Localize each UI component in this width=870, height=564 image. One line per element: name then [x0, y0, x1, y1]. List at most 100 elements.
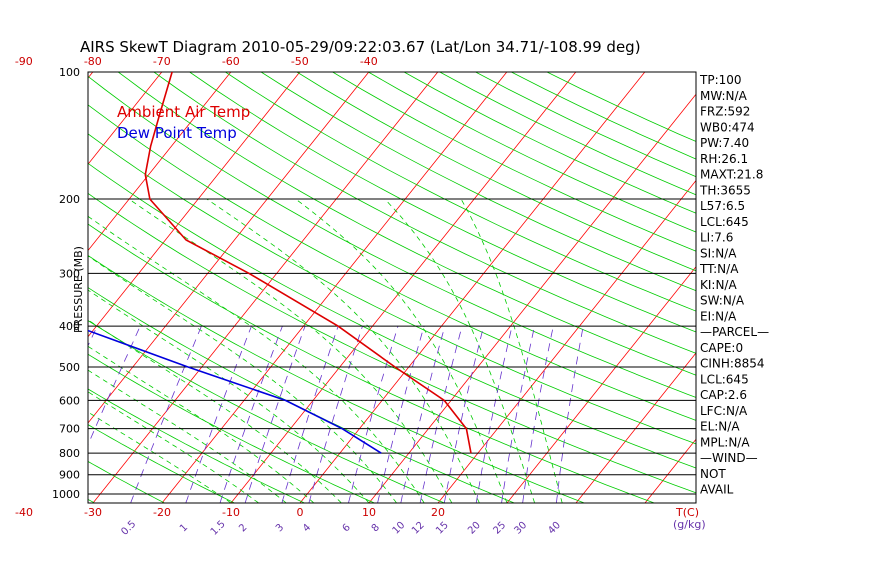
- isotherm-line: [231, 72, 576, 503]
- top-temp-tick-label: -90: [15, 55, 33, 68]
- bottom-temp-tick-label: -10: [222, 506, 240, 519]
- stat-line: TH:3655: [699, 183, 751, 197]
- mixing-ratio-line: [476, 326, 512, 503]
- mixing-ratio-tick-label: 0.5: [119, 519, 138, 538]
- mixing-ratio-tick-label: 6: [341, 522, 353, 534]
- mixing-ratio-tick-label: 8: [370, 522, 382, 534]
- mixing-ratio-tick-label: 30: [512, 520, 529, 537]
- stat-line: PW:7.40: [700, 136, 749, 150]
- stat-line: CINH:8854: [700, 357, 765, 371]
- stat-line: MW:N/A: [700, 89, 748, 103]
- pressure-tick-label: 400: [59, 320, 80, 333]
- stat-line: MAXT:21.8: [700, 168, 763, 182]
- dry-adiabat-line: [225, 72, 870, 503]
- stat-line: SI:N/A: [700, 246, 737, 260]
- stat-line: NOT: [700, 467, 726, 481]
- mixing-ratio-tick-label: 40: [546, 520, 563, 537]
- dry-adiabat-line: [0, 72, 654, 503]
- stat-line: LCL:645: [700, 372, 749, 386]
- dry-adiabat-line: [368, 72, 870, 503]
- stat-line: FRZ:592: [700, 105, 750, 119]
- stat-line: SW:N/A: [700, 294, 745, 308]
- mixing-ratio-tick-label: 20: [466, 520, 483, 537]
- mixing-ratio-line: [282, 326, 338, 503]
- moist-adiabat-line: [461, 199, 562, 503]
- moist-adiabat-line: [296, 199, 507, 503]
- stat-line: WB0:474: [700, 120, 755, 134]
- moist-adiabat-line: [0, 199, 314, 503]
- isotherm-line: [369, 72, 714, 503]
- mixing-ratio-tick-label: 15: [434, 520, 451, 537]
- pressure-tick-label: 500: [59, 361, 80, 374]
- stat-line: CAPE:0: [700, 341, 743, 355]
- legend-dew-point-temp: Dew Point Temp: [117, 124, 237, 142]
- moist-adiabat-line: [0, 199, 341, 503]
- mixing-ratio-line: [556, 326, 583, 503]
- legend-ambient-air-temp: Ambient Air Temp: [117, 103, 250, 121]
- mixing-ratio-tick-label: 1.5: [209, 519, 228, 538]
- dry-adiabat-line: [297, 72, 870, 503]
- top-temp-tick-label: -50: [291, 55, 309, 68]
- mixing-ratio-tick-label: 1: [178, 522, 190, 534]
- moist-adiabat-line: [129, 199, 452, 503]
- pressure-tick-label: 700: [59, 423, 80, 436]
- bottom-temp-tick-label: -20: [153, 506, 171, 519]
- stat-line: AVAIL: [700, 483, 734, 497]
- bottom-temp-tick-label: -30: [84, 506, 102, 519]
- isotherm-line: [645, 72, 870, 503]
- stat-line: —PARCEL—: [700, 325, 769, 339]
- mixing-ratio-tick-label: 2: [237, 522, 249, 534]
- bottom-temp-tick-label: -40: [15, 506, 33, 519]
- mixing-ratio-tick-label: 25: [491, 520, 508, 537]
- stat-line: L57:6.5: [700, 199, 745, 213]
- moist-adiabat-line: [64, 199, 424, 503]
- stat-line: —WIND—: [700, 451, 758, 465]
- stat-line: RH:26.1: [700, 152, 748, 166]
- stat-line: EL:N/A: [700, 420, 740, 434]
- mixing-ratio-line: [523, 326, 554, 503]
- pressure-tick-label: 800: [59, 447, 80, 460]
- pressure-tick-label: 300: [59, 267, 80, 280]
- dry-adiabat-line: [190, 72, 870, 503]
- stat-line: MPL:N/A: [700, 435, 750, 449]
- mixing-ratio-tick-label: 3: [274, 522, 286, 534]
- isotherm-line: [0, 72, 24, 503]
- mixing-ratio-line: [16, 326, 97, 503]
- dry-adiabat-line: [511, 72, 870, 503]
- top-temp-tick-label: -80: [84, 55, 102, 68]
- stat-line: TP:100: [699, 73, 742, 87]
- isotherm-line: [507, 72, 852, 503]
- chart-title: AIRS SkewT Diagram 2010-05-29/09:22:03.6…: [80, 38, 641, 56]
- mixing-ratio-tick-label: 12: [410, 520, 427, 537]
- pressure-tick-label: 200: [59, 193, 80, 206]
- top-temp-tick-label: -70: [153, 55, 171, 68]
- top-temp-tick-label: -40: [360, 55, 378, 68]
- dry-adiabat-line: [476, 72, 870, 503]
- stat-line: LFC:N/A: [700, 404, 748, 418]
- dry-adiabat-line: [154, 72, 870, 503]
- mixing-ratio-tick-label: 10: [391, 520, 408, 537]
- bottom-temp-tick-label: 20: [431, 506, 445, 519]
- dry-adiabat-line: [0, 72, 724, 503]
- stat-line: CAP:2.6: [700, 388, 747, 402]
- isotherm-line: [300, 72, 645, 503]
- pressure-tick-label: 600: [59, 394, 80, 407]
- top-temp-tick-label: -60: [222, 55, 240, 68]
- stat-line: TT:N/A: [699, 262, 739, 276]
- mixing-ratio-unit-label: (g/kg): [673, 518, 706, 531]
- stat-line: EI:N/A: [700, 309, 737, 323]
- bottom-temp-tick-label: 0: [297, 506, 304, 519]
- mixing-ratio-tick-label: 4: [301, 522, 313, 534]
- stat-line: LI:7.6: [700, 231, 733, 245]
- stat-line: KI:N/A: [700, 278, 737, 292]
- bottom-temp-tick-label: 10: [362, 506, 376, 519]
- stat-line: LCL:645: [700, 215, 749, 229]
- dry-adiabat-line: [0, 72, 25, 503]
- pressure-tick-label: 100: [59, 66, 80, 79]
- dry-adiabat-line: [440, 72, 870, 503]
- pressure-tick-label: 900: [59, 469, 80, 482]
- moist-adiabat-line: [0, 199, 369, 503]
